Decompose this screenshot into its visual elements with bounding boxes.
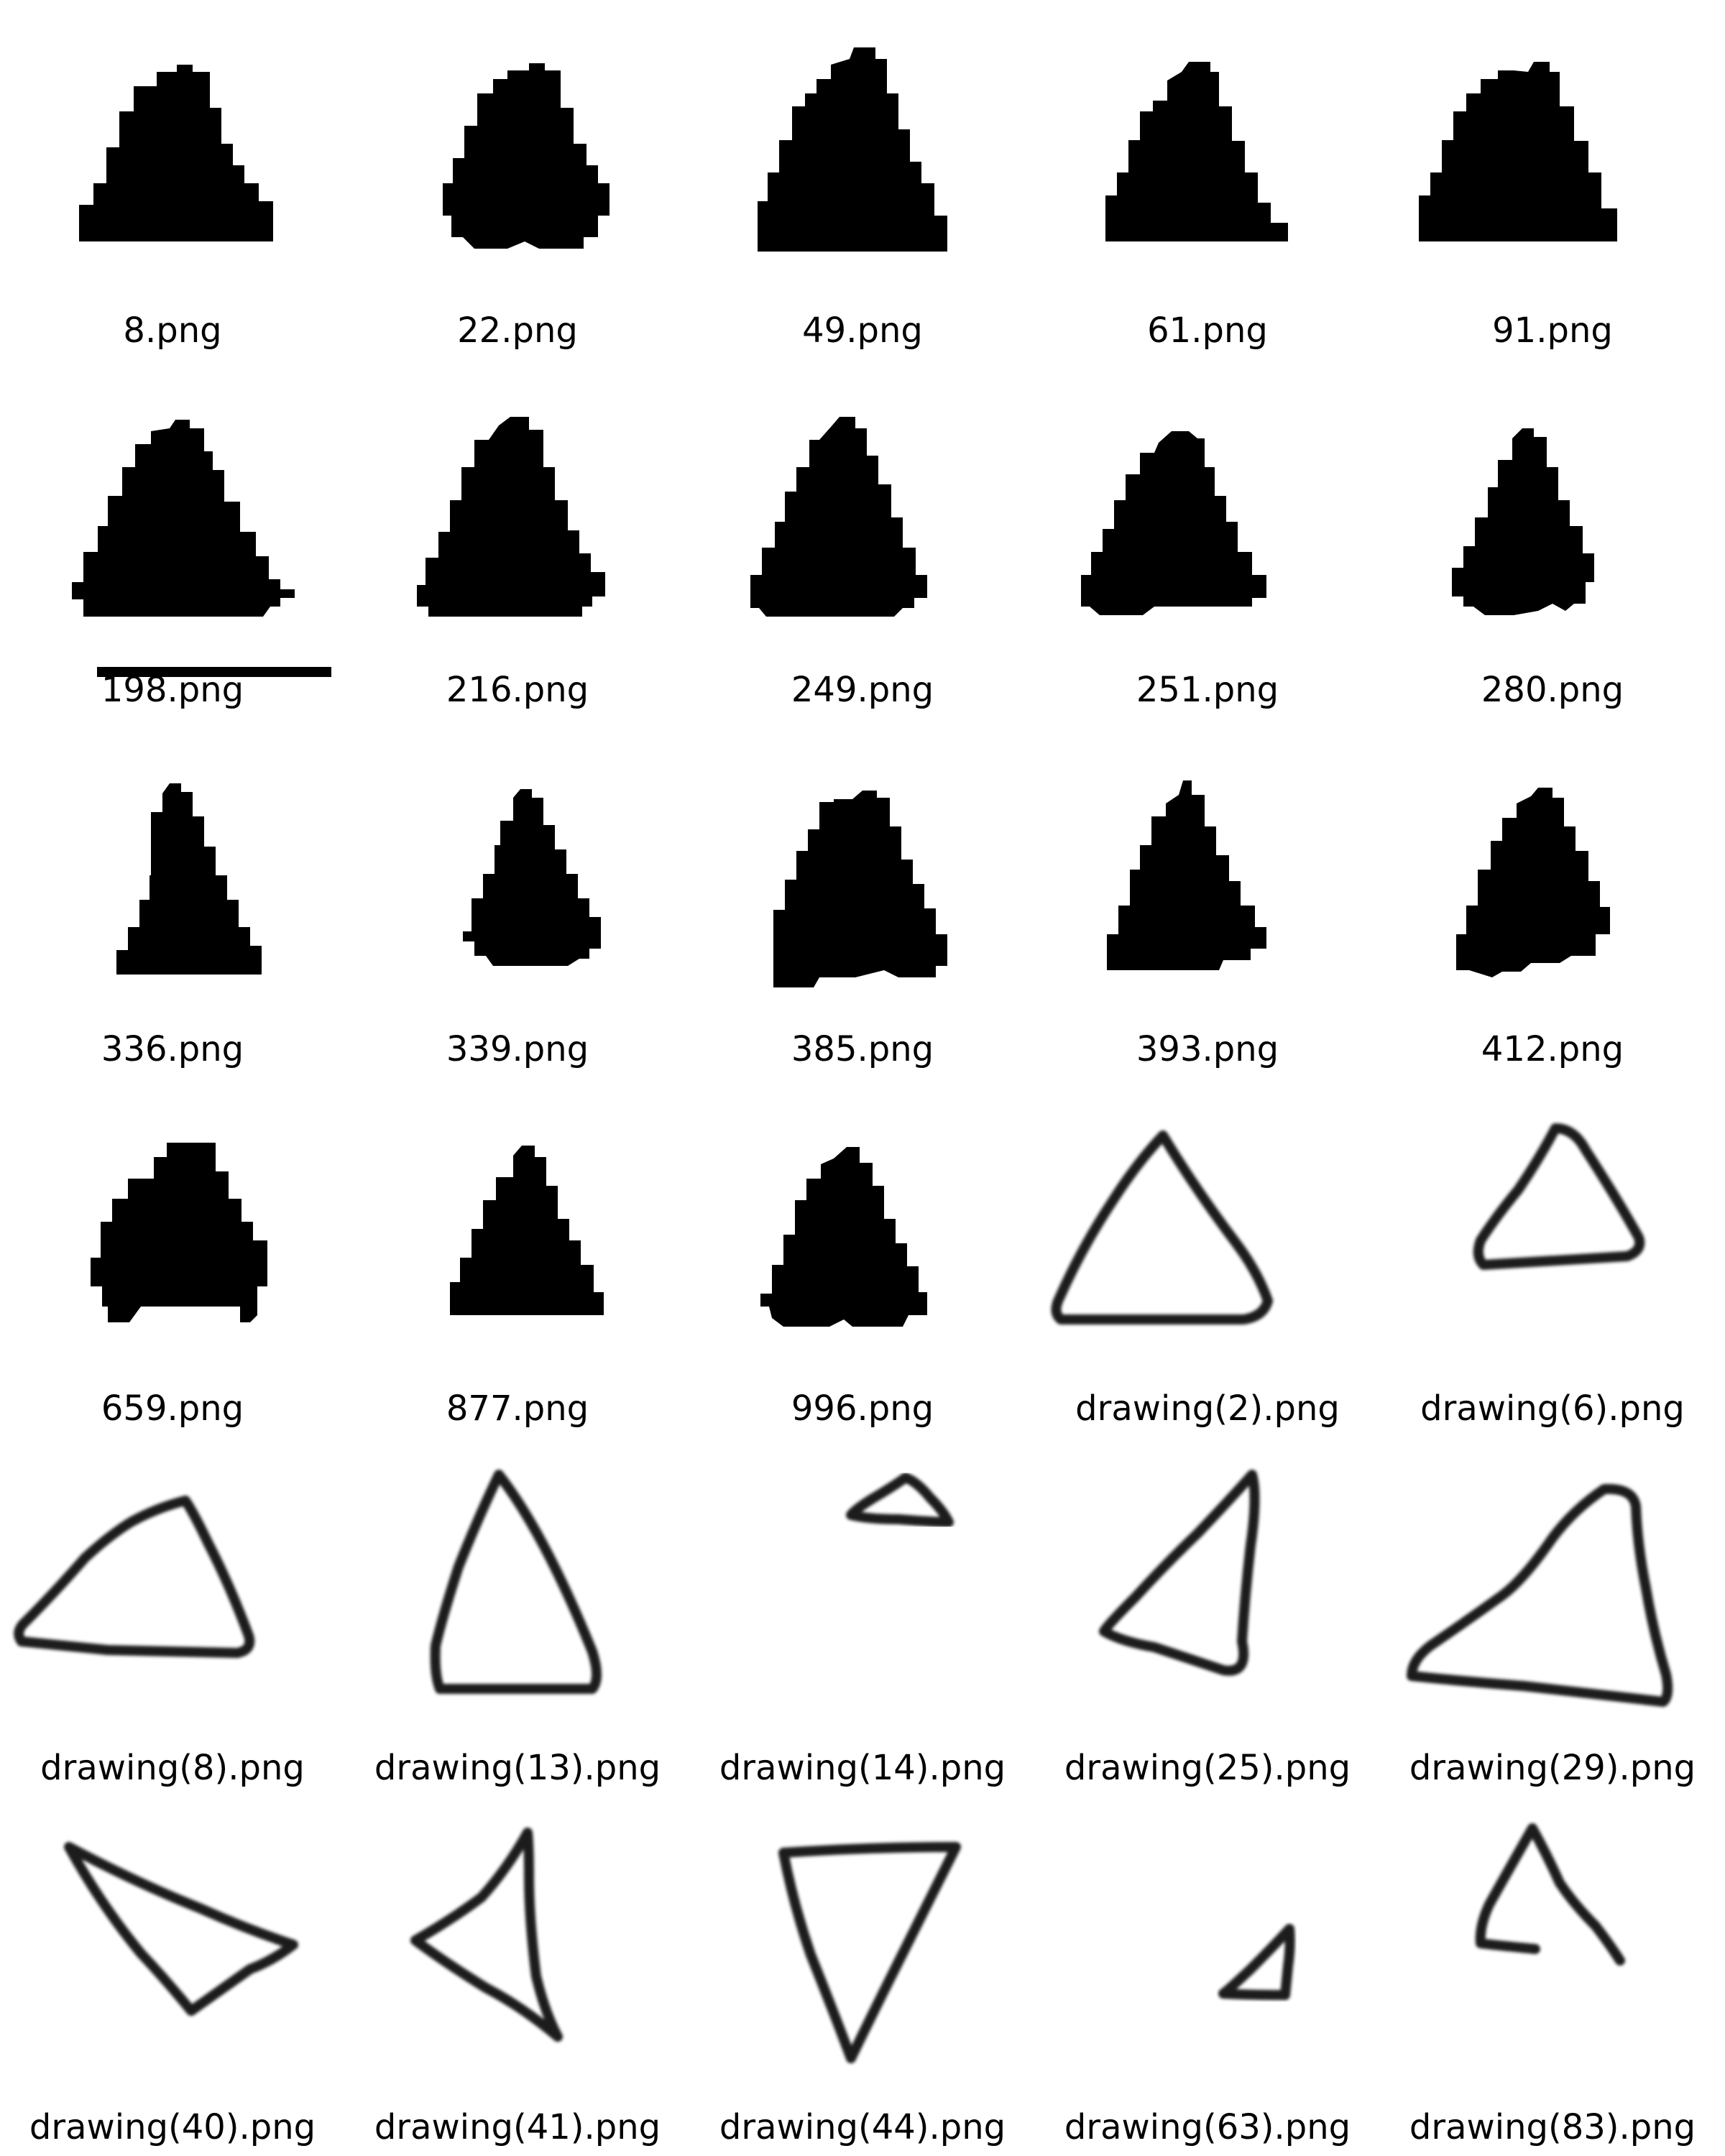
thumbnail-filename: 8.png bbox=[123, 310, 222, 351]
thumbnail-item[interactable]: 22.png bbox=[345, 0, 690, 359]
filled-triangle-icon bbox=[1035, 0, 1380, 287]
thumbnail-item[interactable]: drawing(6).png bbox=[1380, 1078, 1725, 1437]
thumbnail-item[interactable]: drawing(83).png bbox=[1380, 1797, 1725, 2156]
thumbnail-filename: drawing(40).png bbox=[29, 2107, 316, 2147]
filled-triangle-icon bbox=[0, 359, 345, 647]
outline-triangle-icon bbox=[1380, 1437, 1725, 1725]
outline-triangle-icon bbox=[690, 1797, 1035, 2084]
outline-triangle-icon bbox=[1380, 1797, 1725, 2084]
filled-triangle-icon bbox=[1380, 0, 1725, 287]
filled-triangle-icon bbox=[345, 719, 690, 1006]
thumbnail-filename: drawing(14).png bbox=[719, 1748, 1006, 1788]
thumbnail-filename: drawing(41).png bbox=[374, 2107, 661, 2147]
thumbnail-item[interactable]: 336.png bbox=[0, 719, 345, 1078]
thumbnail-filename: drawing(44).png bbox=[719, 2107, 1006, 2147]
thumbnail-filename: 280.png bbox=[1481, 670, 1624, 710]
filled-triangle-icon bbox=[345, 1078, 690, 1365]
thumbnail-filename: drawing(25).png bbox=[1064, 1748, 1351, 1788]
thumbnail-filename: 91.png bbox=[1492, 310, 1613, 351]
filled-triangle-icon bbox=[690, 1078, 1035, 1365]
thumbnail-item[interactable]: 91.png bbox=[1380, 0, 1725, 359]
thumbnail-filename: 22.png bbox=[457, 310, 578, 351]
thumbnail-item[interactable]: 877.png bbox=[345, 1078, 690, 1437]
outline-triangle-icon bbox=[345, 1797, 690, 2084]
thumbnail-filename: 216.png bbox=[446, 670, 589, 710]
outline-triangle-icon bbox=[345, 1437, 690, 1725]
thumbnail-item[interactable]: drawing(25).png bbox=[1035, 1437, 1380, 1797]
filled-triangle-icon bbox=[1035, 359, 1380, 647]
thumbnail-filename: 877.png bbox=[446, 1388, 589, 1429]
outline-triangle-icon bbox=[0, 1797, 345, 2084]
thumbnail-item[interactable]: drawing(2).png bbox=[1035, 1078, 1380, 1437]
thumbnail-filename: 393.png bbox=[1136, 1029, 1279, 1069]
thumbnail-filename: drawing(63).png bbox=[1064, 2107, 1351, 2147]
selection-indicator bbox=[97, 667, 331, 677]
filled-triangle-icon bbox=[690, 359, 1035, 647]
thumbnail-filename: 385.png bbox=[791, 1029, 934, 1069]
thumbnail-item[interactable]: 198.png bbox=[0, 359, 345, 719]
filled-triangle-icon bbox=[1380, 359, 1725, 647]
thumbnail-filename: 996.png bbox=[791, 1388, 934, 1429]
filled-triangle-icon bbox=[690, 0, 1035, 287]
thumbnail-item[interactable]: drawing(29).png bbox=[1380, 1437, 1725, 1797]
outline-triangle-icon bbox=[1380, 1078, 1725, 1365]
filled-triangle-icon bbox=[0, 719, 345, 1006]
filled-triangle-icon bbox=[1380, 719, 1725, 1006]
outline-triangle-icon bbox=[690, 1437, 1035, 1725]
thumbnail-item[interactable]: 412.png bbox=[1380, 719, 1725, 1078]
thumbnail-item[interactable]: 249.png bbox=[690, 359, 1035, 719]
thumbnail-filename: drawing(83).png bbox=[1409, 2107, 1696, 2147]
thumbnail-item[interactable]: drawing(8).png bbox=[0, 1437, 345, 1797]
thumbnail-item[interactable]: drawing(40).png bbox=[0, 1797, 345, 2156]
thumbnail-filename: 336.png bbox=[101, 1029, 244, 1069]
thumbnail-item[interactable]: 8.png bbox=[0, 0, 345, 359]
filled-triangle-icon bbox=[690, 719, 1035, 1006]
thumbnail-item[interactable]: 216.png bbox=[345, 359, 690, 719]
filled-triangle-icon bbox=[345, 0, 690, 287]
thumbnail-filename: drawing(29).png bbox=[1409, 1748, 1696, 1788]
filled-triangle-icon bbox=[345, 359, 690, 647]
thumbnail-filename: 659.png bbox=[101, 1388, 244, 1429]
outline-triangle-icon bbox=[1035, 1797, 1380, 2084]
thumbnail-item[interactable]: 393.png bbox=[1035, 719, 1380, 1078]
thumbnail-filename: drawing(2).png bbox=[1075, 1388, 1340, 1429]
thumbnail-filename: drawing(8).png bbox=[40, 1748, 305, 1788]
outline-triangle-icon bbox=[0, 1437, 345, 1725]
thumbnail-item[interactable]: 659.png bbox=[0, 1078, 345, 1437]
thumbnail-item[interactable]: 339.png bbox=[345, 719, 690, 1078]
thumbnail-filename: 49.png bbox=[802, 310, 923, 351]
thumbnail-item[interactable]: 251.png bbox=[1035, 359, 1380, 719]
thumbnail-item[interactable]: drawing(41).png bbox=[345, 1797, 690, 2156]
thumbnail-item[interactable]: 996.png bbox=[690, 1078, 1035, 1437]
thumbnail-item[interactable]: 49.png bbox=[690, 0, 1035, 359]
thumbnail-filename: 412.png bbox=[1481, 1029, 1624, 1069]
thumbnail-item[interactable]: drawing(14).png bbox=[690, 1437, 1035, 1797]
thumbnail-item[interactable]: 385.png bbox=[690, 719, 1035, 1078]
thumbnail-filename: 61.png bbox=[1147, 310, 1268, 351]
thumbnail-filename: 251.png bbox=[1136, 670, 1279, 710]
filled-triangle-icon bbox=[0, 1078, 345, 1365]
thumbnail-filename: drawing(13).png bbox=[374, 1748, 661, 1788]
filled-triangle-icon bbox=[0, 0, 345, 287]
outline-triangle-icon bbox=[1035, 1437, 1380, 1725]
filled-triangle-icon bbox=[1035, 719, 1380, 1006]
thumbnail-item[interactable]: drawing(44).png bbox=[690, 1797, 1035, 2156]
thumbnail-filename: 249.png bbox=[791, 670, 934, 710]
thumbnail-filename: 339.png bbox=[446, 1029, 589, 1069]
thumbnail-item[interactable]: 280.png bbox=[1380, 359, 1725, 719]
thumbnail-item[interactable]: drawing(13).png bbox=[345, 1437, 690, 1797]
thumbnail-item[interactable]: 61.png bbox=[1035, 0, 1380, 359]
thumbnail-item[interactable]: drawing(63).png bbox=[1035, 1797, 1380, 2156]
outline-triangle-icon bbox=[1035, 1078, 1380, 1365]
thumbnail-filename: drawing(6).png bbox=[1420, 1388, 1685, 1429]
